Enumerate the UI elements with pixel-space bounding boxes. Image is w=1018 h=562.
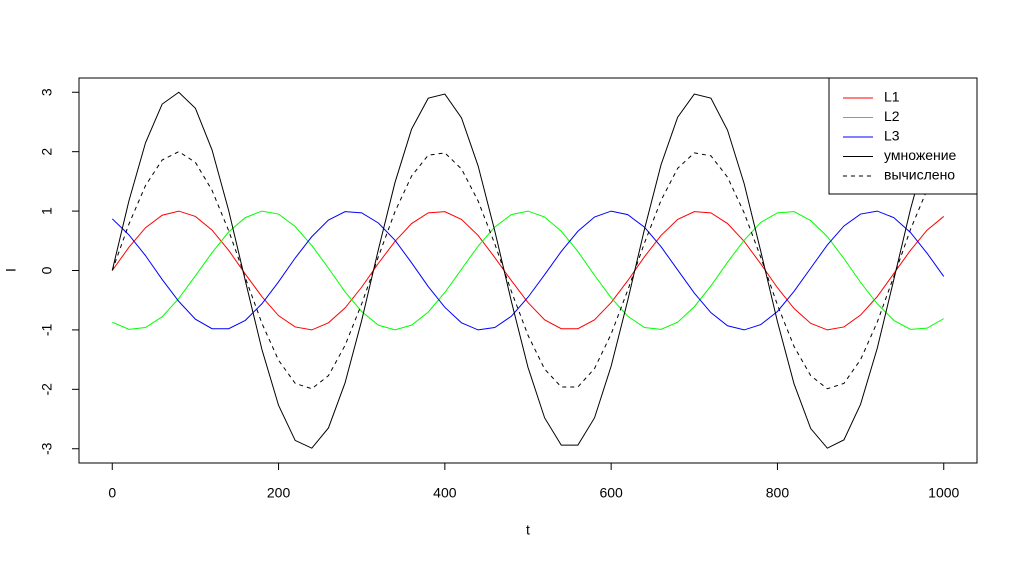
y-tick-label: 0 [39,266,55,274]
y-tick-label: -2 [39,383,55,396]
legend-label: вычислено [884,167,955,183]
x-tick-label: 0 [108,485,116,501]
x-tick-label: 1000 [928,485,959,501]
y-tick-label: -3 [39,442,55,455]
y-axis-label: I [3,268,19,272]
x-axis-label: t [526,522,530,538]
x-tick-label: 800 [766,485,790,501]
legend-label: L1 [884,89,900,105]
legend-label: L2 [884,108,900,124]
series-line [111,151,945,390]
series-line [111,210,945,331]
y-tick-label: 2 [39,148,55,156]
x-tick-label: 400 [433,485,457,501]
y-tick-label: 1 [39,207,55,215]
x-tick-label: 200 [267,485,291,501]
legend-label: умножение [884,147,957,163]
series-line [112,210,944,331]
legend-label: L3 [884,128,900,144]
series-line [111,210,945,331]
legend-box [828,77,978,195]
y-tick-label: 3 [39,88,55,96]
y-tick-label: -1 [39,323,55,336]
series-line [111,91,945,449]
legend: L1 L2 L3 умножение вычислено [828,77,978,195]
x-tick-label: 600 [599,485,623,501]
